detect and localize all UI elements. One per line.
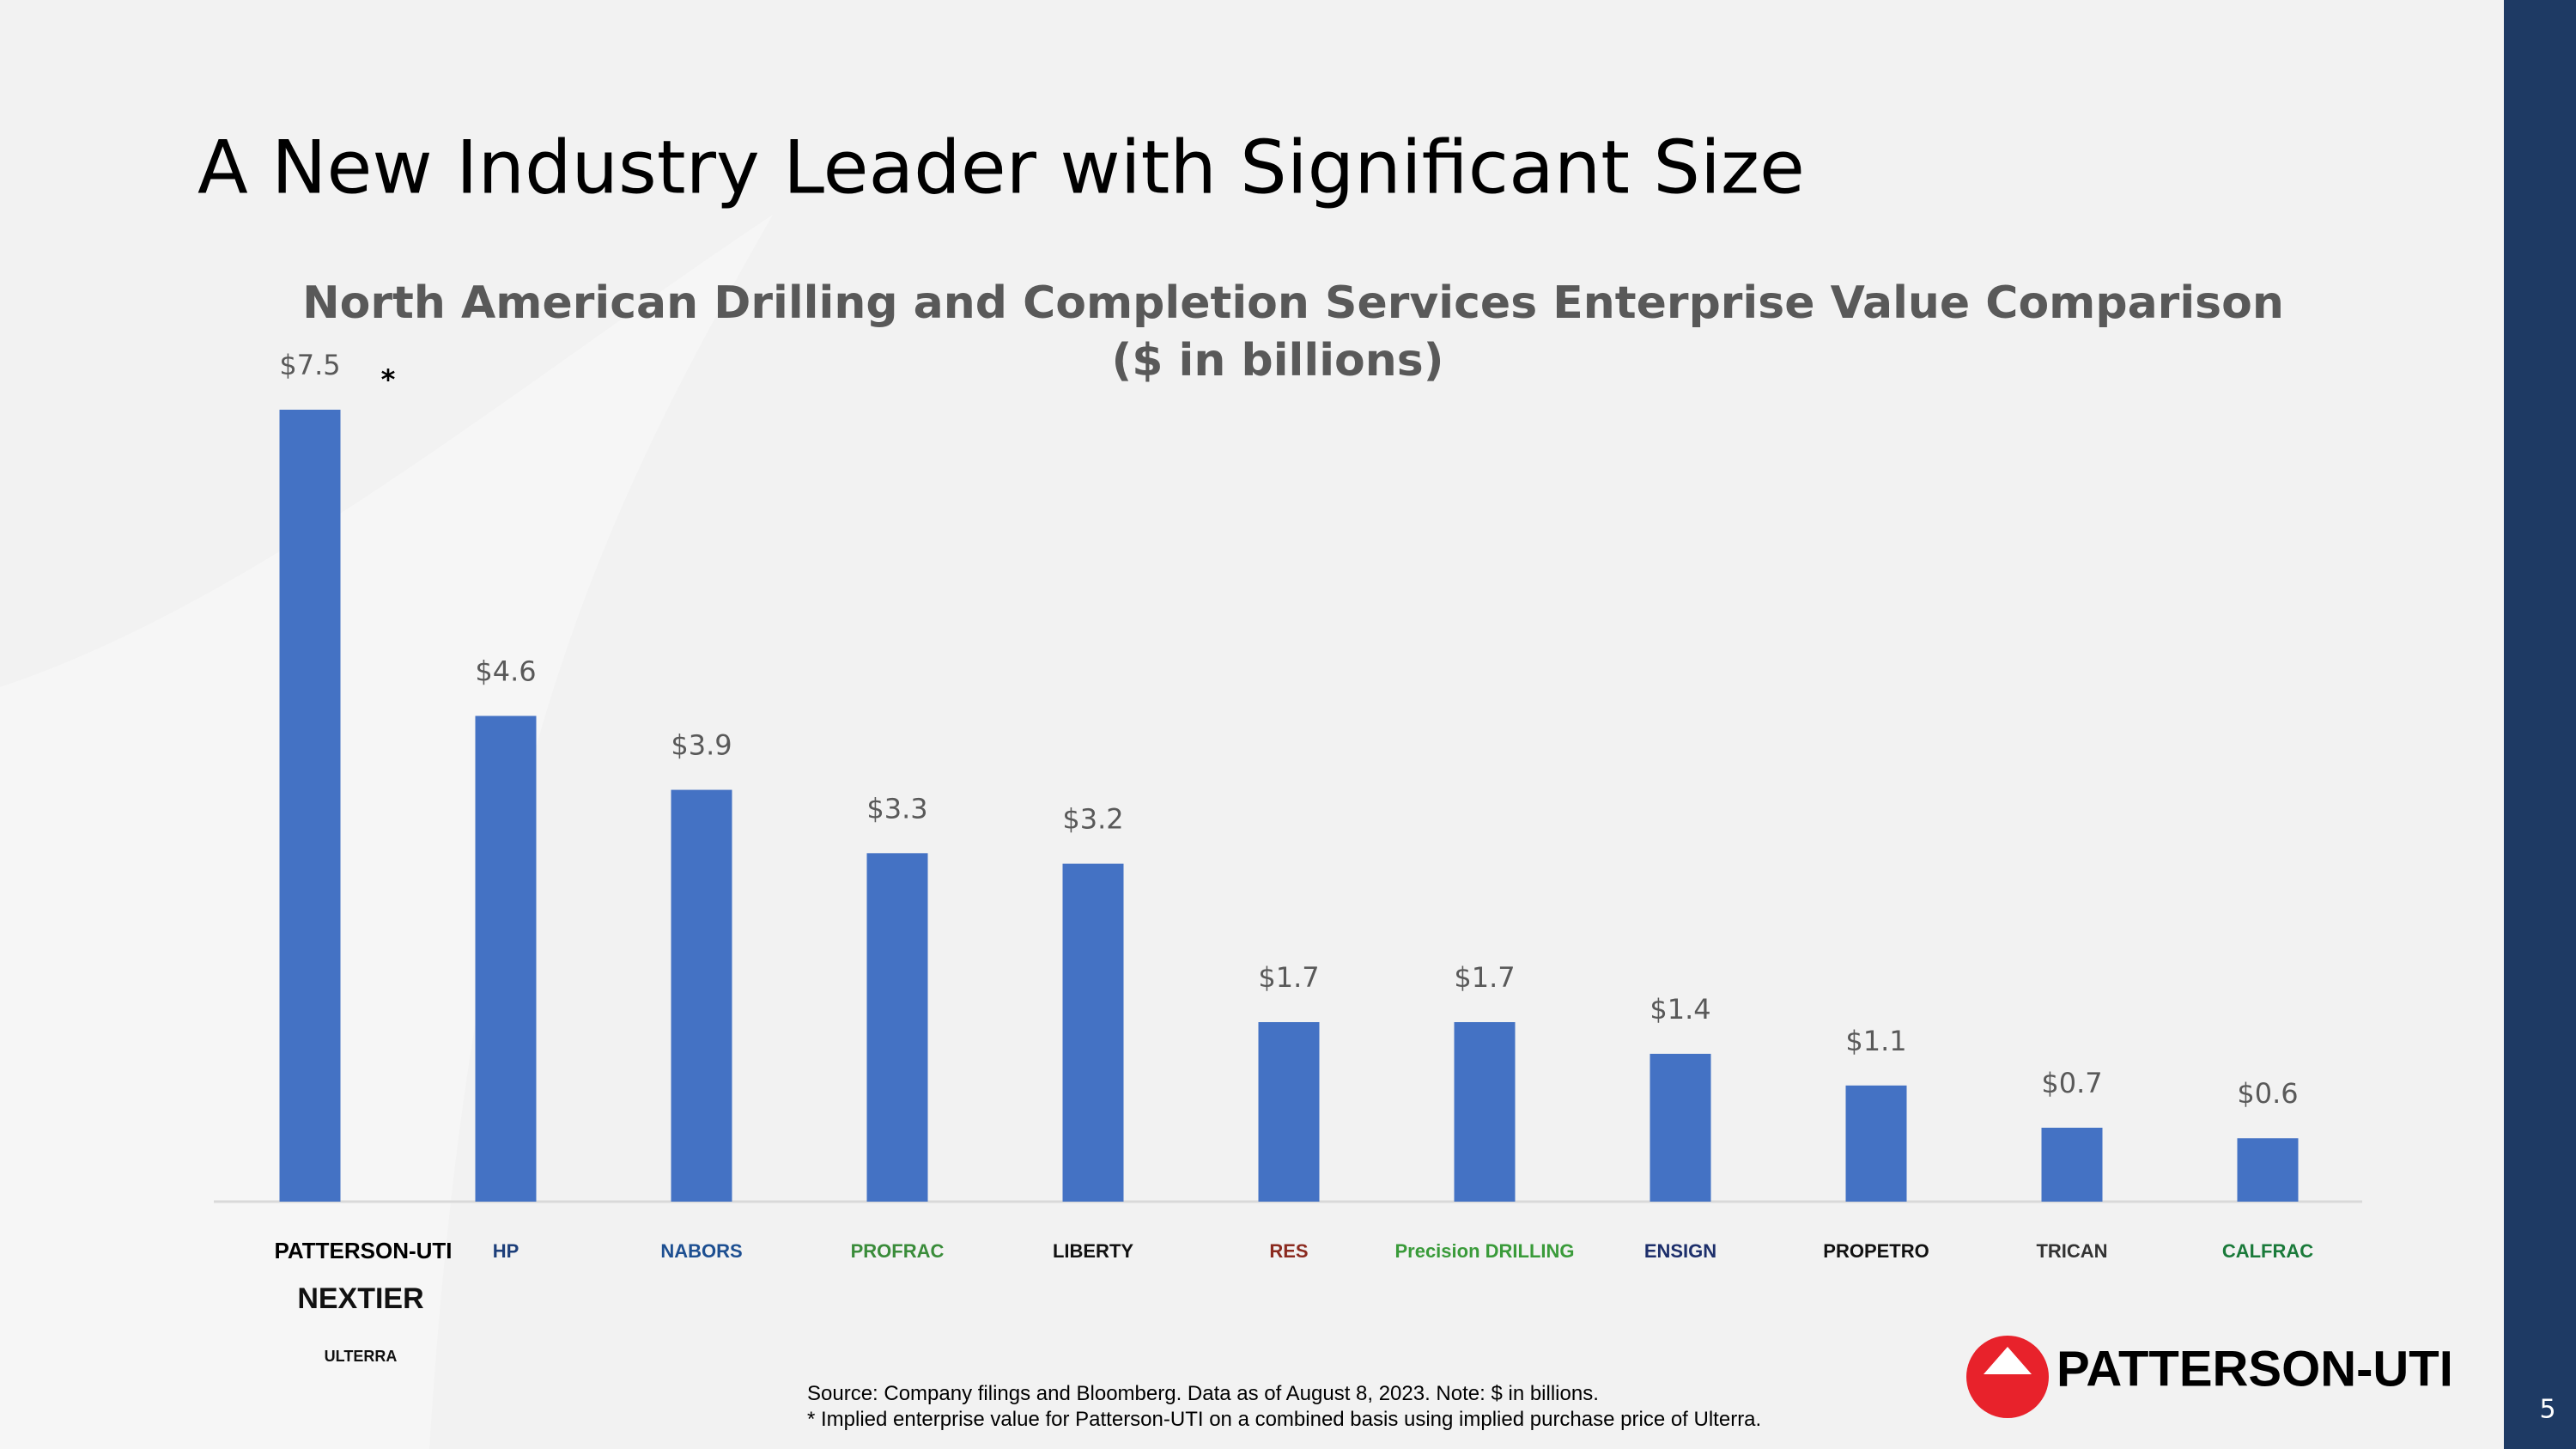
bar [866,853,928,1202]
annotation: * [381,363,396,396]
category-logo: HP [493,1240,519,1262]
footnotes: Source: Company filings and Bloomberg. D… [807,1381,1769,1433]
asterisk-note: * Implied enterprise value for Patterson… [807,1408,1762,1431]
category-logo: CALFRAC [2222,1240,2313,1262]
bar [475,715,537,1202]
value-label: $0.6 [2237,1077,2298,1110]
bar [1845,1085,1907,1202]
category-logo: PATTERSON-UTI [274,1238,452,1263]
category-logo: PROFRAC [851,1240,945,1262]
category-logo: LIBERTY [1053,1240,1133,1262]
value-label: $0.7 [2041,1067,2102,1099]
footnote-block: Source: Company filings and Bloomberg. D… [807,1381,1769,1433]
bar [2041,1127,2103,1202]
value-label: $1.7 [1454,961,1515,994]
chart-title: North American Drilling and Completion S… [302,277,2284,329]
value-label: $3.3 [866,792,927,825]
bar [671,789,732,1202]
category-logo: RES [1269,1240,1308,1262]
page-number: 5 [2539,1395,2555,1425]
bar [279,410,341,1202]
bar [1062,863,1124,1202]
company-logo: PATTERSON-UTI [2057,1341,2453,1397]
source-note: Source: Company filings and Bloomberg. D… [807,1382,1599,1405]
value-label: $3.2 [1062,803,1123,836]
logo-icon-mark [1984,1347,2032,1374]
value-label: $7.5 [279,349,340,381]
combined-logo: ULTERRA [325,1348,398,1365]
category-logo: TRICAN [2036,1240,2107,1262]
background-shape [0,215,773,1449]
bar [1454,1022,1516,1202]
side-bar [2504,0,2576,1449]
value-label: $1.4 [1649,993,1710,1026]
value-label: $3.9 [671,729,732,762]
value-label: $1.1 [1845,1025,1906,1057]
bar [1258,1022,1320,1202]
chart-subtitle: ($ in billions) [1112,335,1444,387]
bar [1649,1053,1711,1202]
category-logo: NABORS [660,1240,742,1262]
category-logo: ENSIGN [1644,1240,1716,1262]
category-logo: PROPETRO [1823,1240,1929,1262]
combined-logo: NEXTIER [297,1282,423,1315]
category-logo: Precision DRILLING [1394,1240,1574,1262]
logo-icon [1966,1336,2049,1418]
slide-title: A New Industry Leader with Significant S… [197,125,1805,210]
value-label: $1.7 [1258,961,1319,994]
value-label: $4.6 [475,655,536,688]
bar [2237,1138,2299,1202]
